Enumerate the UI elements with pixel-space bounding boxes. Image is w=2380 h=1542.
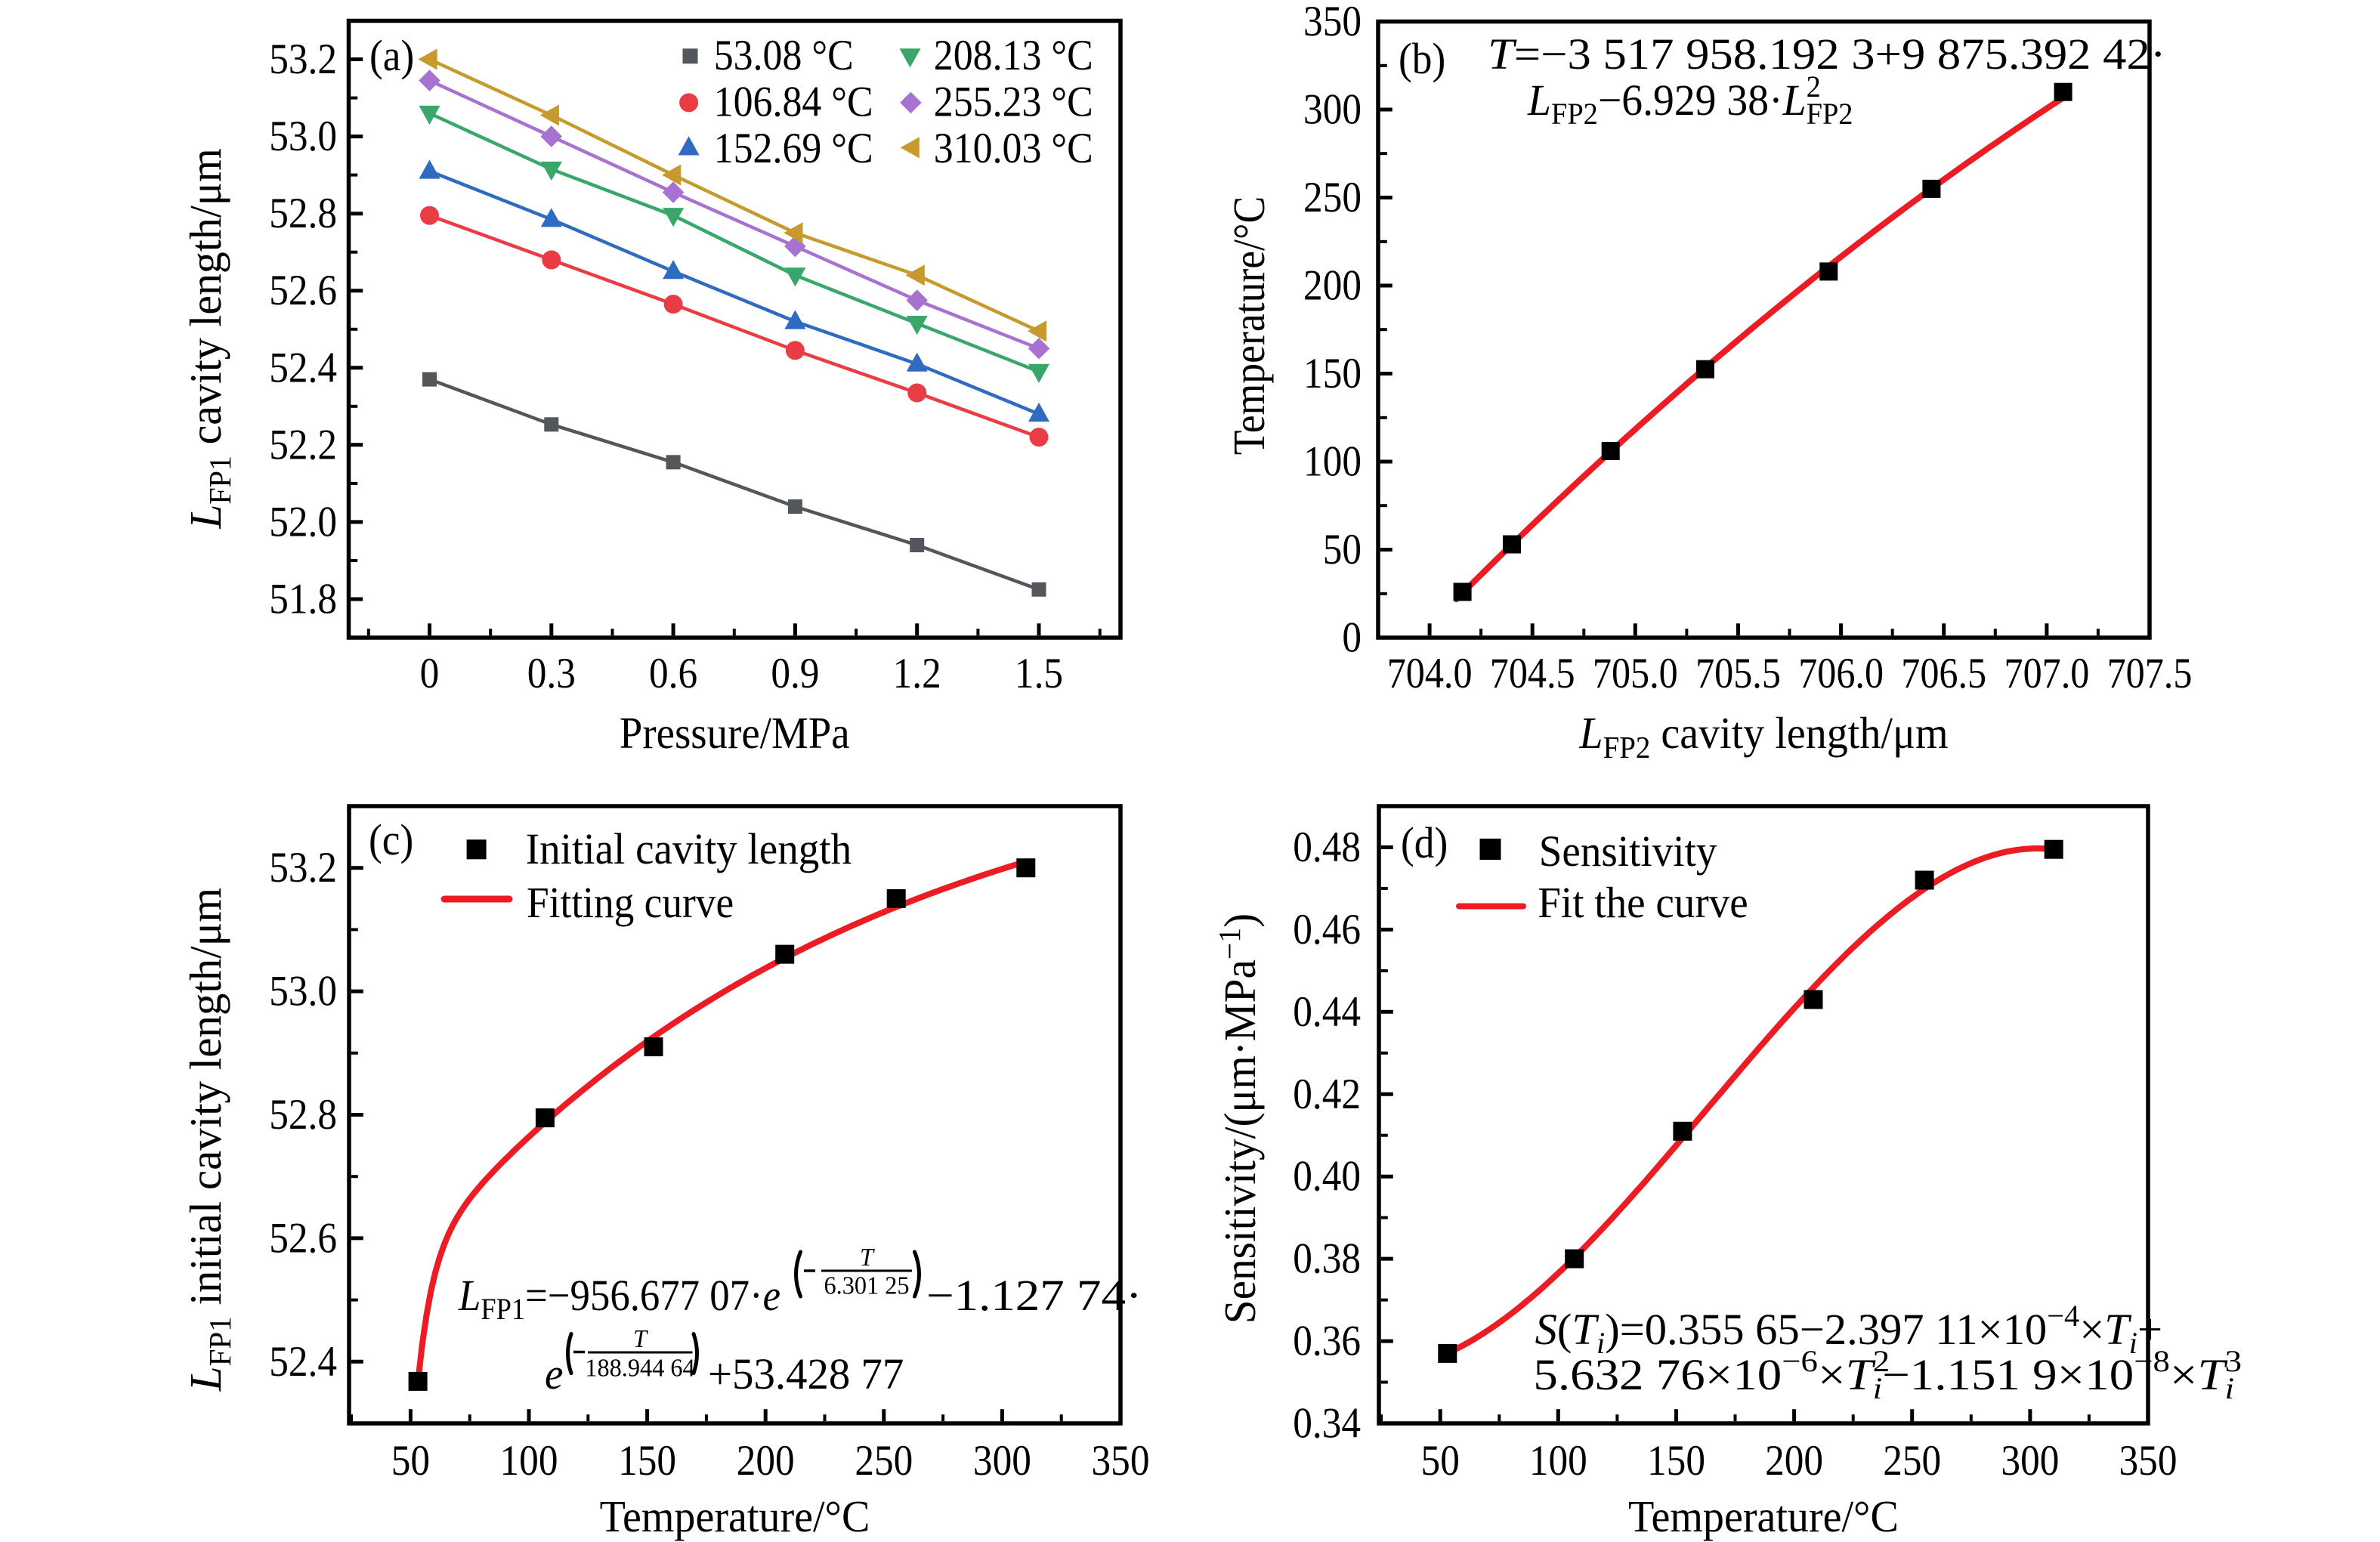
svg-text:50: 50: [391, 1437, 430, 1485]
svg-text:5.632 76×10−6×T2i−1.151 9×10−8: 5.632 76×10−6×T2 i−1.151 9×10−8×T3 i: [1533, 1345, 2242, 1405]
svg-text:150: 150: [618, 1437, 676, 1485]
svg-text:0.44: 0.44: [1293, 987, 1361, 1035]
svg-text:Pressure/MPa: Pressure/MPa: [620, 709, 850, 758]
svg-text:53.2: 53.2: [269, 844, 337, 892]
svg-text:52.8: 52.8: [269, 190, 337, 237]
svg-text:106.84 °C: 106.84 °C: [714, 77, 873, 125]
svg-text:53.08 °C: 53.08 °C: [714, 31, 854, 79]
svg-text:350: 350: [1303, 0, 1362, 45]
svg-text:0.9: 0.9: [771, 650, 819, 697]
svg-text:Sensitivity: Sensitivity: [1539, 828, 1717, 876]
svg-text:(c): (c): [369, 816, 413, 865]
svg-text:52.6: 52.6: [269, 267, 337, 314]
svg-text:e: e: [545, 1351, 563, 1399]
svg-text:704.5: 704.5: [1490, 649, 1575, 697]
svg-text:Fitting curve: Fitting curve: [527, 879, 734, 928]
svg-text:Temperature/°C: Temperature/°C: [1226, 196, 1275, 456]
svg-text:52.8: 52.8: [269, 1091, 337, 1139]
svg-text:0: 0: [420, 650, 440, 697]
svg-text:1.5: 1.5: [1015, 650, 1063, 697]
svg-text:53.0: 53.0: [269, 967, 337, 1015]
svg-text:100: 100: [1529, 1437, 1587, 1485]
svg-text:706.5: 706.5: [1901, 649, 1986, 697]
svg-text:300: 300: [973, 1437, 1031, 1485]
svg-text:Initial cavity length: Initial cavity length: [526, 826, 852, 874]
svg-text:0.42: 0.42: [1293, 1070, 1361, 1117]
svg-text:T: T: [860, 1243, 875, 1272]
svg-text:0.46: 0.46: [1293, 905, 1361, 953]
svg-text:704.0: 704.0: [1387, 649, 1473, 697]
svg-text:53.2: 53.2: [269, 36, 337, 83]
svg-text:310.03 °C: 310.03 °C: [934, 124, 1093, 172]
svg-text:Temperature/°C: Temperature/°C: [600, 1493, 870, 1542]
svg-text:300: 300: [1303, 85, 1362, 133]
svg-text:150: 150: [1647, 1437, 1705, 1485]
svg-text:52.0: 52.0: [269, 498, 337, 545]
svg-text:0.6: 0.6: [649, 650, 697, 697]
svg-text:52.4: 52.4: [269, 1337, 337, 1385]
svg-text:LFP1=−956.677 07·e: LFP1=−956.677 07·e: [458, 1272, 780, 1327]
svg-text:(d): (d): [1401, 819, 1448, 868]
svg-text:350: 350: [2119, 1437, 2178, 1485]
svg-text:0.3: 0.3: [527, 650, 576, 697]
svg-text:53.0: 53.0: [269, 113, 337, 160]
svg-text:T: T: [633, 1324, 648, 1353]
svg-text:−1.127 74·: −1.127 74·: [926, 1272, 1142, 1320]
svg-text:100: 100: [1303, 437, 1362, 485]
svg-text:150: 150: [1303, 350, 1362, 397]
svg-text:52.4: 52.4: [269, 344, 337, 391]
svg-text:705.0: 705.0: [1593, 649, 1678, 697]
svg-text:188.944 64: 188.944 64: [585, 1354, 695, 1383]
svg-text:255.23 °C: 255.23 °C: [934, 77, 1093, 125]
svg-text:6.301 25: 6.301 25: [824, 1272, 909, 1300]
svg-text:250: 250: [1303, 174, 1362, 221]
svg-text:52.2: 52.2: [269, 421, 337, 468]
svg-text:705.5: 705.5: [1695, 649, 1781, 697]
svg-text:100: 100: [500, 1437, 558, 1485]
svg-text:200: 200: [737, 1437, 795, 1485]
svg-text:LFP2 cavity length/μm: LFP2 cavity length/μm: [1578, 709, 1948, 765]
svg-text:0: 0: [1342, 613, 1362, 661]
svg-text:51.8: 51.8: [269, 575, 337, 623]
svg-text:707.5: 707.5: [2107, 649, 2193, 697]
svg-text:0.40: 0.40: [1293, 1152, 1361, 1200]
svg-text:50: 50: [1421, 1437, 1460, 1485]
svg-text:350: 350: [1092, 1437, 1150, 1485]
svg-text:Fit the curve: Fit the curve: [1538, 879, 1748, 928]
svg-text:52.6: 52.6: [269, 1214, 337, 1262]
svg-text:50: 50: [1323, 526, 1362, 573]
svg-text:152.69 °C: 152.69 °C: [714, 124, 873, 172]
svg-text:0.48: 0.48: [1293, 824, 1361, 871]
svg-text:0.38: 0.38: [1293, 1235, 1361, 1282]
svg-text:+53.428 77: +53.428 77: [708, 1350, 904, 1398]
svg-text:(a): (a): [369, 32, 414, 81]
svg-text:LFP1 cavity length/μm: LFP1 cavity length/μm: [181, 148, 237, 530]
svg-text:(b): (b): [1399, 35, 1445, 84]
svg-text:LFP1 initial cavity length/μm: LFP1 initial cavity length/μm: [181, 888, 237, 1392]
svg-text:707.0: 707.0: [2004, 649, 2089, 697]
svg-text:250: 250: [855, 1437, 913, 1485]
svg-text:Sensitivity/(μm·MPa−1): Sensitivity/(μm·MPa−1): [1212, 913, 1265, 1324]
svg-text:200: 200: [1303, 261, 1362, 309]
svg-text:0.34: 0.34: [1293, 1399, 1361, 1447]
svg-text:208.13 °C: 208.13 °C: [934, 31, 1093, 79]
svg-text:Temperature/°C: Temperature/°C: [1628, 1493, 1899, 1542]
svg-text:0.36: 0.36: [1293, 1317, 1361, 1364]
svg-text:300: 300: [2001, 1437, 2059, 1485]
svg-text:706.0: 706.0: [1798, 649, 1884, 697]
svg-text:T=−3 517 958.192 3+9 875.392 4: T=−3 517 958.192 3+9 875.392 42·: [1488, 30, 2166, 79]
svg-text:250: 250: [1883, 1437, 1941, 1485]
svg-text:S(Ti)=0.355 65−2.397 11×10−4×T: S(Ti)=0.355 65−2.397 11×10−4×Ti+: [1535, 1299, 2162, 1360]
svg-text:200: 200: [1765, 1437, 1823, 1485]
svg-text:1.2: 1.2: [893, 650, 941, 697]
